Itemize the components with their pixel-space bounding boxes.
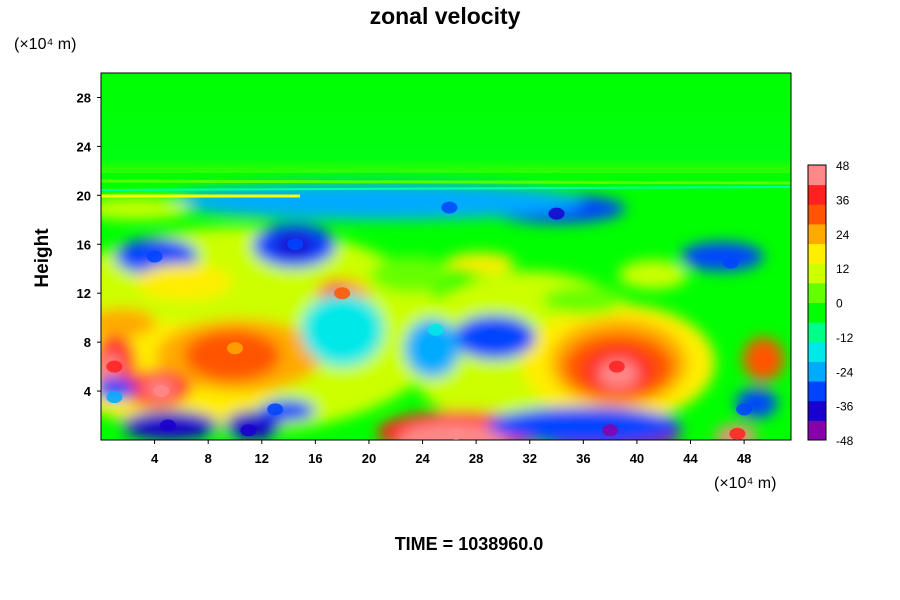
- x-tick-label: 24: [415, 451, 430, 466]
- heatmap-blob: [618, 260, 688, 290]
- y-tick-label: 4: [84, 384, 92, 399]
- colorbar-tick-label: 24: [836, 228, 850, 242]
- y-axis-label: Height: [32, 228, 53, 288]
- heatmap-feature: [267, 403, 284, 416]
- heatmap-feature: [481, 330, 498, 343]
- colorbar-segment: [808, 243, 826, 264]
- colorbar-segment: [808, 165, 826, 186]
- colorbar-segment: [808, 341, 826, 362]
- chart-title: zonal velocity: [370, 3, 521, 29]
- heatmap-feature: [448, 427, 465, 440]
- heatmap-blob: [404, 318, 460, 378]
- y-tick-label: 16: [77, 237, 91, 252]
- y-axis-ticks: 4 8 12 16 20 24 28: [77, 90, 101, 399]
- x-tick-label: 48: [737, 451, 751, 466]
- heatmap-feature: [240, 424, 257, 437]
- heatmap-feature: [427, 323, 444, 336]
- heatmap-blob: [101, 197, 191, 220]
- colorbar: 48 36 24 12 0 -12 -24 -36 -48: [807, 159, 854, 448]
- x-tick-label: 16: [308, 451, 322, 466]
- colorbar-tick-label: 36: [836, 193, 850, 207]
- heatmap-feature: [548, 207, 565, 220]
- heatmap-feature: [602, 424, 619, 437]
- y-tick-label: 24: [77, 139, 92, 154]
- x-tick-label: 8: [205, 451, 212, 466]
- heatmap-feature: [153, 385, 170, 398]
- x-tick-label: 12: [255, 451, 269, 466]
- heatmap-feature: [722, 256, 739, 269]
- x-tick-label: 44: [683, 451, 698, 466]
- colorbar-tick-label: 12: [836, 262, 850, 276]
- heatmap-blob: [370, 256, 453, 294]
- colorbar-segment: [808, 322, 826, 343]
- y-tick-label: 20: [77, 188, 91, 203]
- heatmap-feature: [226, 342, 243, 355]
- x-axis-ticks: 4 8 12 16 20 24 28 32 36 40 44 48: [151, 440, 751, 466]
- colorbar-segment: [808, 381, 826, 402]
- time-label: TIME = 1038960.0: [395, 534, 544, 554]
- colorbar-segment: [808, 223, 826, 245]
- x-tick-label: 28: [469, 451, 483, 466]
- x-tick-label: 4: [151, 451, 159, 466]
- x-tick-label: 36: [576, 451, 590, 466]
- heatmap-blob: [446, 252, 515, 275]
- heatmap-blob: [680, 241, 764, 272]
- colorbar-tick-label: 48: [836, 159, 850, 173]
- heatmap-feature: [146, 250, 163, 263]
- upper-region: [101, 73, 791, 173]
- colorbar-segment: [808, 282, 826, 303]
- colorbar-segment: [808, 204, 826, 225]
- heatmap-blob: [183, 329, 281, 382]
- colorbar-tick-label: 0: [836, 297, 843, 311]
- tropopause-band: [101, 179, 791, 198]
- colorbar-segment: [808, 302, 826, 323]
- heatmap-feature: [736, 403, 753, 416]
- colorbar-segment: [808, 184, 826, 205]
- heatmap-blob: [597, 359, 640, 389]
- heatmap-feature: [106, 391, 123, 404]
- heatmap-blob: [135, 263, 233, 301]
- plot-frame: [100, 72, 792, 441]
- colorbar-tick-label: -24: [836, 365, 854, 379]
- colorbar-segment: [808, 400, 826, 421]
- heatmap-blobs: [101, 183, 785, 440]
- heatmap-feature: [608, 360, 625, 373]
- heatmap-feature: [287, 238, 304, 251]
- x-tick-label: 20: [362, 451, 376, 466]
- heatmap-features: [106, 201, 773, 440]
- x-axis-unit: (×10⁴ m): [714, 475, 776, 492]
- heatmap-blob: [301, 293, 384, 367]
- colorbar-tick-label: -48: [836, 434, 854, 448]
- heatmap-feature: [119, 317, 136, 330]
- heatmap-field: [101, 73, 791, 440]
- colorbar-segment: [808, 361, 826, 382]
- y-tick-label: 12: [77, 286, 91, 301]
- colorbar-segment: [808, 420, 826, 441]
- heatmap-feature: [106, 360, 123, 373]
- heatmap-feature: [756, 354, 773, 367]
- x-tick-label: 40: [630, 451, 644, 466]
- y-tick-label: 28: [77, 90, 91, 105]
- y-axis-unit: (×10⁴ m): [14, 36, 76, 53]
- colorbar-tick-label: -12: [836, 331, 854, 345]
- heatmap-blob: [542, 285, 626, 316]
- heatmap-feature: [159, 419, 176, 432]
- heatmap-blob: [487, 406, 681, 440]
- colorbar-tick-label: -36: [836, 400, 854, 414]
- colorbar-segment: [808, 263, 826, 284]
- heatmap-blob: [170, 183, 584, 220]
- y-tick-label: 8: [84, 335, 91, 350]
- heatmap-feature: [334, 287, 351, 300]
- heatmap-feature: [441, 201, 458, 214]
- x-tick-label: 32: [523, 451, 537, 466]
- heatmap-feature: [729, 427, 746, 440]
- colorbar-frame: [807, 164, 827, 441]
